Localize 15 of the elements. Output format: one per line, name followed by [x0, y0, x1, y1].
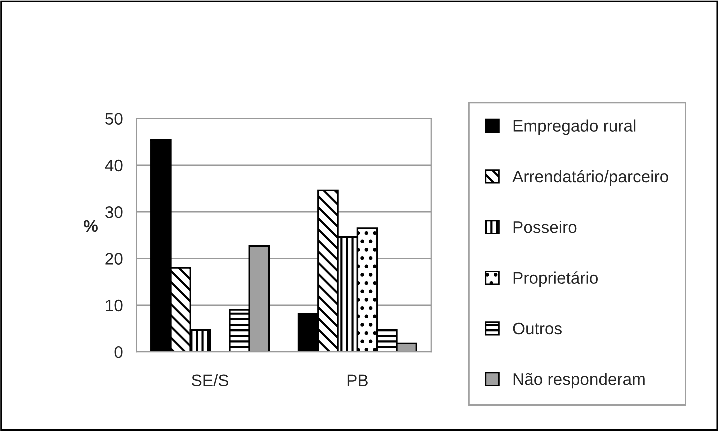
- legend-label: Arrendatário/parceiro: [512, 170, 668, 186]
- y-tick-label: 40: [105, 160, 123, 172]
- y-tick-label: 0: [114, 346, 123, 358]
- x-tick-label: PB: [348, 374, 368, 386]
- y-tick-label: 30: [106, 206, 123, 218]
- y-axis-title: %: [84, 220, 98, 232]
- legend-label: Não responderam: [514, 373, 645, 389]
- legend-label: Posseiro: [514, 221, 577, 234]
- y-tick-label: 20: [106, 253, 123, 265]
- y-tick-label: 10: [106, 300, 123, 312]
- y-tick-label: 50: [106, 113, 123, 126]
- legend-label: Proprietário: [514, 272, 598, 288]
- legend-label: Empregado rural: [514, 120, 636, 136]
- x-tick-label: SE/S: [192, 374, 229, 387]
- legend-label: Outros: [513, 322, 562, 335]
